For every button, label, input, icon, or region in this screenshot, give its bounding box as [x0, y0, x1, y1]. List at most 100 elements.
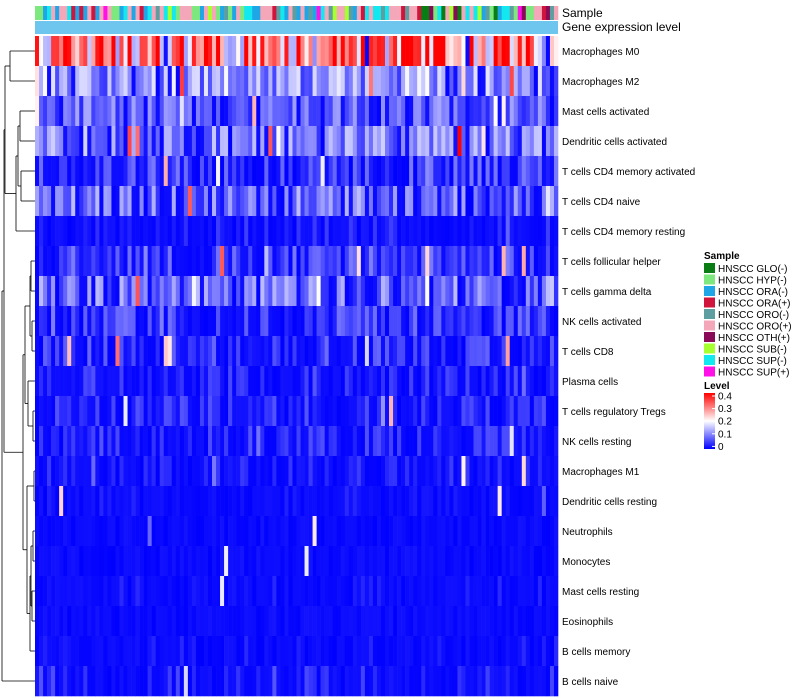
heatmap-cell [83, 396, 88, 427]
heatmap-cell [288, 366, 293, 397]
heatmap-cell [179, 366, 185, 397]
heatmap-cell [348, 276, 354, 307]
heatmap-cell [368, 336, 374, 367]
heatmap-cell [43, 546, 48, 577]
heatmap-cell [513, 216, 519, 247]
heatmap-cell [316, 426, 321, 457]
heatmap-cell [147, 576, 152, 607]
heatmap-cell [127, 396, 132, 427]
heatmap-cell [393, 396, 398, 427]
heatmap-cell [175, 486, 181, 517]
heatmap-cell [87, 36, 92, 67]
heatmap-cell [521, 306, 527, 337]
sample-annotation-cell [397, 6, 402, 20]
heatmap-cell [521, 546, 527, 577]
heatmap-cell [397, 486, 402, 517]
heatmap-cell [525, 486, 531, 517]
heatmap-cell [421, 606, 426, 637]
heatmap-cell [489, 456, 494, 487]
heatmap-cell [425, 246, 430, 277]
sample-legend-label: HNSCC ORA(-) [718, 287, 788, 298]
heatmap-cell [489, 636, 494, 667]
heatmap-cell [393, 96, 398, 127]
heatmap-cell [477, 36, 482, 67]
heatmap-cell [332, 606, 338, 637]
heatmap-cell [409, 96, 414, 127]
heatmap-cell [477, 366, 482, 397]
heatmap-cell [119, 276, 124, 307]
heatmap-cell [469, 186, 474, 217]
sample-annotation-cell [513, 6, 519, 20]
heatmap-cell [171, 426, 177, 457]
heatmap-cell [43, 576, 48, 607]
heatmap-cell [179, 606, 185, 637]
heatmap-cell [224, 36, 229, 67]
heatmap-cell [179, 36, 185, 67]
heatmap-cell [445, 666, 450, 697]
heatmap-cell [312, 666, 317, 697]
heatmap-cell [63, 306, 68, 337]
heatmap-cell [393, 336, 398, 367]
heatmap-cell [489, 336, 494, 367]
heatmap-cell [376, 666, 382, 697]
heatmap-cell [517, 546, 523, 577]
heatmap-cell [119, 426, 124, 457]
heatmap-cell [360, 126, 366, 157]
heatmap-cell [127, 276, 132, 307]
heatmap-cell [179, 186, 185, 217]
heatmap-cell [537, 636, 543, 667]
heatmap-cell [372, 126, 378, 157]
heatmap-cell [35, 336, 40, 367]
heatmap-cell [316, 546, 321, 577]
heatmap-cell [288, 576, 293, 607]
heatmap-cell [83, 606, 88, 637]
sample-legend-title: Sample [704, 251, 740, 262]
heatmap-cell [368, 246, 374, 277]
heatmap-cell [240, 456, 245, 487]
heatmap-cell [513, 576, 519, 607]
heatmap-cell [324, 186, 329, 217]
heatmap-cell [115, 396, 120, 427]
heatmap-cell [328, 336, 334, 367]
heatmap-cell [340, 246, 346, 277]
heatmap-cell [344, 516, 350, 547]
heatmap-cell [163, 126, 169, 157]
heatmap-cell [276, 456, 281, 487]
heatmap-cell [401, 66, 406, 97]
heatmap-cell [151, 126, 156, 157]
heatmap-cell [364, 576, 370, 607]
heatmap-cell [276, 336, 281, 367]
heatmap-cell [195, 516, 201, 547]
heatmap-cell [35, 246, 40, 277]
heatmap-cell [203, 156, 209, 187]
heatmap-cell [513, 516, 519, 547]
heatmap-cell [216, 426, 221, 457]
heatmap-cell [372, 186, 378, 217]
heatmap-cell [147, 366, 152, 397]
heatmap-cell [549, 216, 555, 247]
heatmap-cell [401, 426, 406, 457]
heatmap-cell [288, 306, 293, 337]
heatmap-cell [437, 306, 442, 337]
heatmap-cell [119, 306, 124, 337]
heatmap-cell [429, 456, 434, 487]
heatmap-cell [380, 66, 386, 97]
heatmap-cell [505, 66, 511, 97]
heatmap-cell [533, 366, 539, 397]
heatmap-cell [195, 336, 201, 367]
heatmap-cell [252, 276, 257, 307]
heatmap-cell [529, 96, 535, 127]
sample-annotation-cell [139, 6, 144, 20]
heatmap-cell [151, 546, 156, 577]
heatmap-cell [389, 156, 394, 187]
heatmap-cell [280, 96, 285, 127]
heatmap-cell [87, 66, 92, 97]
heatmap-cell [191, 666, 197, 697]
heatmap-cell [91, 126, 96, 157]
heatmap-cell [264, 576, 269, 607]
heatmap-cell [187, 456, 193, 487]
heatmap-cell [425, 186, 430, 217]
heatmap-cell [292, 336, 297, 367]
heatmap-cell [139, 396, 144, 427]
